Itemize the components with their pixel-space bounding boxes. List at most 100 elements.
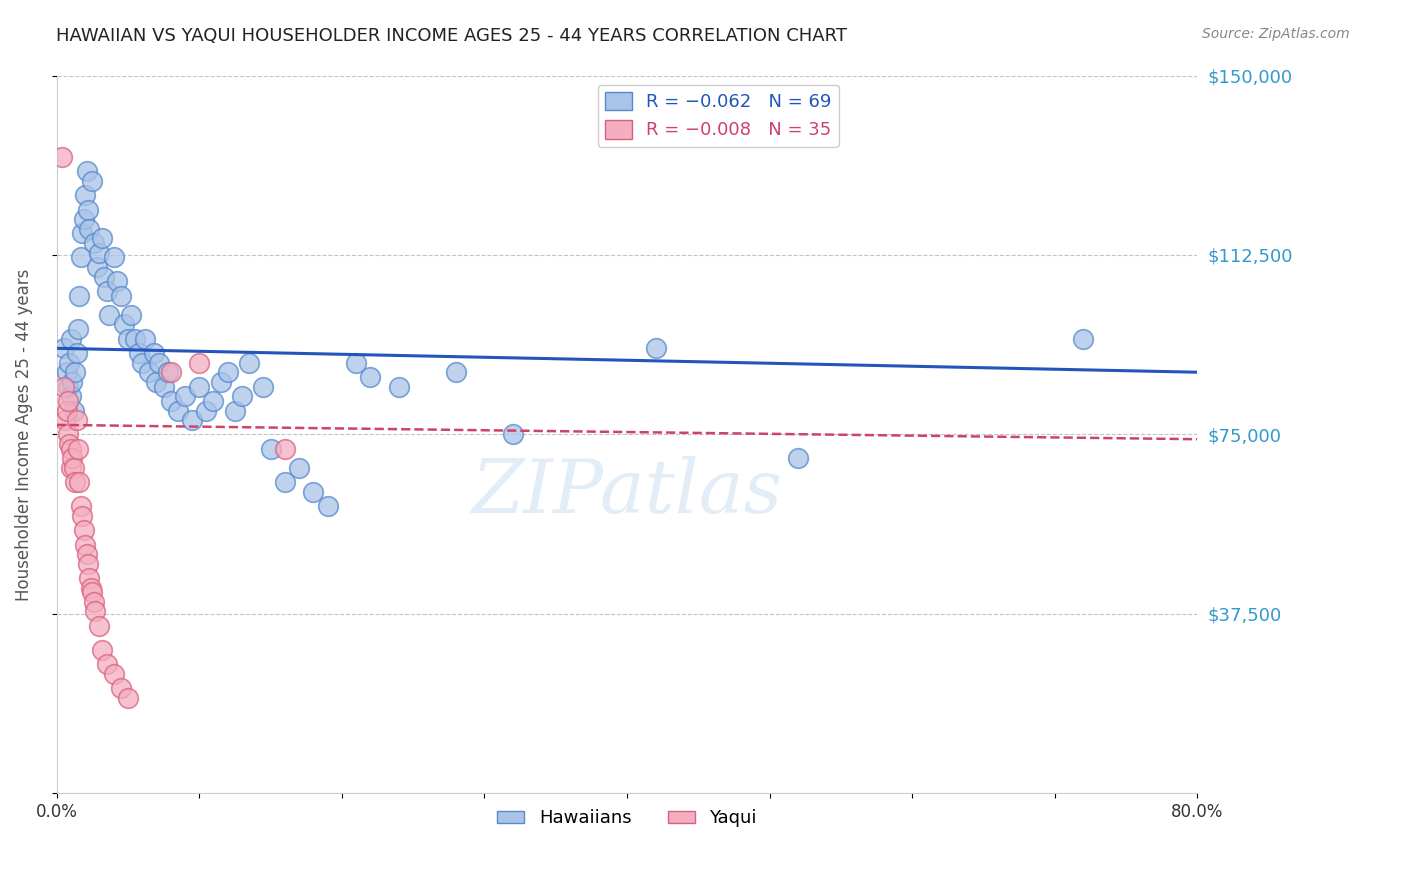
Point <box>59 332 82 346</box>
Point <box>73 212 96 227</box>
Point <box>79 571 101 585</box>
Point <box>67 288 90 302</box>
Point <box>252 379 274 393</box>
Point <box>67 475 90 490</box>
Point <box>138 365 160 379</box>
Point <box>188 356 211 370</box>
Point <box>76 164 98 178</box>
Point <box>128 346 150 360</box>
Point <box>202 393 225 408</box>
Point <box>55 403 77 417</box>
Point <box>120 308 142 322</box>
Point <box>316 500 339 514</box>
Point <box>56 393 79 408</box>
Point <box>96 657 118 672</box>
Point <box>344 356 367 370</box>
Point <box>288 461 311 475</box>
Point <box>82 585 104 599</box>
Point <box>72 508 94 523</box>
Point <box>159 393 181 408</box>
Point <box>131 356 153 370</box>
Point <box>359 370 381 384</box>
Point <box>217 365 239 379</box>
Point <box>1071 332 1094 346</box>
Point <box>82 174 104 188</box>
Point <box>787 451 810 466</box>
Point <box>56 379 79 393</box>
Point <box>65 346 87 360</box>
Text: ZIPatlas: ZIPatlas <box>471 456 783 528</box>
Point <box>79 221 101 235</box>
Point <box>51 150 73 164</box>
Point <box>59 442 82 456</box>
Point <box>103 251 125 265</box>
Point <box>59 461 82 475</box>
Point <box>224 403 246 417</box>
Point <box>70 251 93 265</box>
Point <box>89 245 111 260</box>
Point <box>56 427 79 442</box>
Point <box>63 475 86 490</box>
Text: HAWAIIAN VS YAQUI HOUSEHOLDER INCOME AGES 25 - 44 YEARS CORRELATION CHART: HAWAIIAN VS YAQUI HOUSEHOLDER INCOME AGE… <box>56 27 848 45</box>
Point <box>117 332 139 346</box>
Point <box>231 389 253 403</box>
Point <box>86 260 108 274</box>
Point <box>91 642 114 657</box>
Point <box>117 690 139 705</box>
Point <box>145 375 167 389</box>
Point <box>96 284 118 298</box>
Point <box>76 547 98 561</box>
Point <box>166 403 188 417</box>
Point <box>148 356 170 370</box>
Point <box>66 442 89 456</box>
Point <box>73 523 96 537</box>
Point <box>58 356 80 370</box>
Point <box>77 202 100 217</box>
Point <box>70 500 93 514</box>
Point <box>89 619 111 633</box>
Point <box>93 269 115 284</box>
Point <box>174 389 197 403</box>
Point <box>159 365 181 379</box>
Point <box>112 318 135 332</box>
Point <box>156 365 179 379</box>
Point <box>60 451 83 466</box>
Point <box>83 595 105 609</box>
Point <box>188 379 211 393</box>
Point <box>124 332 146 346</box>
Point <box>84 605 107 619</box>
Point <box>644 341 666 355</box>
Point <box>52 341 75 355</box>
Point <box>502 427 524 442</box>
Point <box>110 681 132 695</box>
Point <box>98 308 121 322</box>
Text: Source: ZipAtlas.com: Source: ZipAtlas.com <box>1202 27 1350 41</box>
Point <box>444 365 467 379</box>
Point <box>62 403 84 417</box>
Point <box>63 365 86 379</box>
Point <box>274 442 297 456</box>
Point <box>83 235 105 250</box>
Point <box>259 442 281 456</box>
Point <box>53 413 76 427</box>
Point <box>75 188 97 202</box>
Point <box>142 346 165 360</box>
Point <box>58 437 80 451</box>
Point <box>388 379 411 393</box>
Point <box>195 403 218 417</box>
Point <box>72 227 94 241</box>
Point <box>209 375 232 389</box>
Point <box>110 288 132 302</box>
Point <box>302 484 325 499</box>
Point <box>77 557 100 571</box>
Legend: Hawaiians, Yaqui: Hawaiians, Yaqui <box>491 802 763 835</box>
Point <box>62 461 84 475</box>
Point <box>91 231 114 245</box>
Point <box>59 389 82 403</box>
Point <box>274 475 297 490</box>
Point <box>134 332 156 346</box>
Point <box>52 379 75 393</box>
Point <box>238 356 260 370</box>
Point <box>181 413 204 427</box>
Point <box>66 322 89 336</box>
